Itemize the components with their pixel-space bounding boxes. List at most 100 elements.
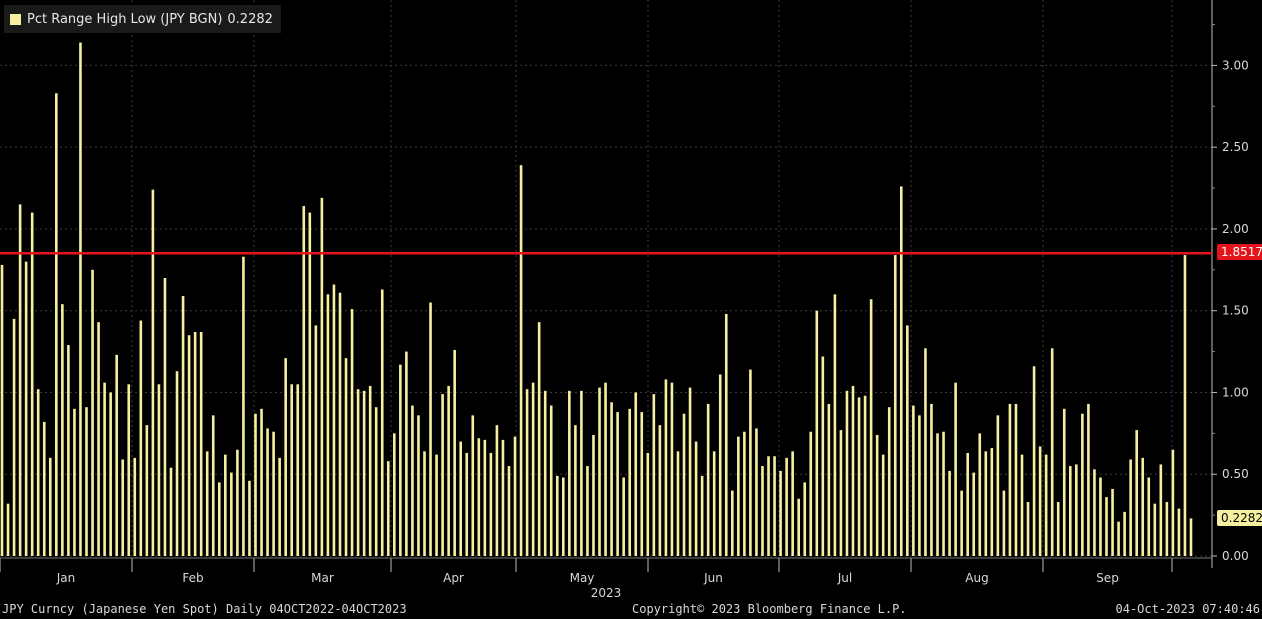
bar xyxy=(863,395,867,556)
x-tick-label: Mar xyxy=(311,571,334,585)
bar xyxy=(1032,366,1036,556)
bar xyxy=(700,475,704,556)
bar xyxy=(1050,348,1054,556)
bar xyxy=(18,204,22,556)
footer-security: JPY Curncy (Japanese Yen Spot) Daily 04O… xyxy=(2,602,407,616)
bar xyxy=(779,470,782,556)
y-tick-label: 2.00 xyxy=(1222,222,1249,236)
bar xyxy=(205,451,209,556)
bar xyxy=(839,430,843,556)
bar xyxy=(640,412,644,556)
bar xyxy=(1075,464,1078,556)
bar xyxy=(598,387,601,556)
bar xyxy=(103,382,106,556)
bar xyxy=(875,434,879,556)
bar xyxy=(326,294,330,556)
bar xyxy=(646,452,650,556)
bar xyxy=(423,451,426,556)
bar xyxy=(278,457,281,556)
bar xyxy=(755,428,758,556)
bar xyxy=(743,431,746,556)
y-tick-label: 0.50 xyxy=(1222,467,1249,481)
bar xyxy=(362,390,366,556)
bar xyxy=(887,407,891,556)
bar xyxy=(356,389,360,556)
y-tick-label: 1.00 xyxy=(1222,385,1249,399)
bar xyxy=(48,457,52,556)
bar xyxy=(586,466,589,556)
bar xyxy=(79,42,82,556)
bar xyxy=(936,433,939,556)
bar xyxy=(1129,459,1132,556)
bar xyxy=(682,413,686,556)
bar xyxy=(652,394,656,556)
bar xyxy=(55,93,58,557)
bar xyxy=(996,415,1000,556)
x-tick-label: Feb xyxy=(182,571,203,585)
bar xyxy=(350,309,354,556)
bar xyxy=(622,477,625,556)
bar xyxy=(519,165,523,556)
bar xyxy=(12,318,16,556)
bar xyxy=(664,379,668,556)
y-axis: 0.00 0.50 1.00 1.50 2.00 2.50 3.00 xyxy=(1211,0,1249,568)
bar xyxy=(803,482,807,556)
bar xyxy=(749,369,752,556)
legend-label: Pct Range High Low (JPY BGN) xyxy=(27,11,223,27)
bar xyxy=(712,451,716,556)
bar xyxy=(507,466,511,556)
bar xyxy=(1093,469,1096,556)
bar xyxy=(990,448,994,556)
bar xyxy=(465,452,469,556)
bar xyxy=(1087,403,1090,556)
bar xyxy=(1147,477,1151,556)
bar xyxy=(163,278,167,556)
bar xyxy=(175,371,179,556)
bar xyxy=(827,403,831,556)
bar xyxy=(918,415,921,556)
bar xyxy=(284,358,287,556)
bar xyxy=(833,294,837,556)
bar xyxy=(688,387,692,556)
bar xyxy=(1105,497,1108,556)
bar xyxy=(217,482,221,556)
bar xyxy=(386,461,390,556)
x-tick-label: Jul xyxy=(837,571,852,585)
bar xyxy=(1068,466,1072,556)
bar xyxy=(966,452,969,556)
bar xyxy=(1038,446,1042,556)
bar xyxy=(320,197,324,556)
bar xyxy=(1123,511,1126,556)
bar xyxy=(1026,502,1030,556)
bar xyxy=(495,425,499,556)
bar xyxy=(616,412,619,556)
bar xyxy=(24,261,28,556)
bar xyxy=(169,467,173,556)
bar xyxy=(61,304,64,556)
x-axis: Jan Feb Mar Apr May Jun Jul Aug Sep xyxy=(0,557,1212,585)
bar xyxy=(767,456,770,556)
bar xyxy=(157,384,161,556)
bar xyxy=(230,472,233,556)
bar xyxy=(628,408,631,556)
bar xyxy=(1153,503,1157,556)
bar xyxy=(791,451,794,556)
bar xyxy=(562,477,565,556)
footer-copyright: Copyright© 2023 Bloomberg Finance L.P. xyxy=(632,602,907,616)
x-tick-label: Sep xyxy=(1096,571,1119,585)
bar xyxy=(266,428,269,556)
bar xyxy=(435,454,438,556)
bar xyxy=(960,490,963,556)
legend: Pct Range High Low (JPY BGN) 0.2282 xyxy=(4,5,281,33)
bar xyxy=(411,405,414,556)
bar xyxy=(676,451,680,556)
bar xyxy=(405,351,408,556)
bar xyxy=(954,382,957,556)
bar xyxy=(592,434,595,556)
bar xyxy=(1141,457,1145,556)
bar xyxy=(930,403,933,556)
bar xyxy=(127,384,131,556)
bar xyxy=(972,472,976,556)
bar xyxy=(296,384,300,556)
bar xyxy=(912,405,915,556)
